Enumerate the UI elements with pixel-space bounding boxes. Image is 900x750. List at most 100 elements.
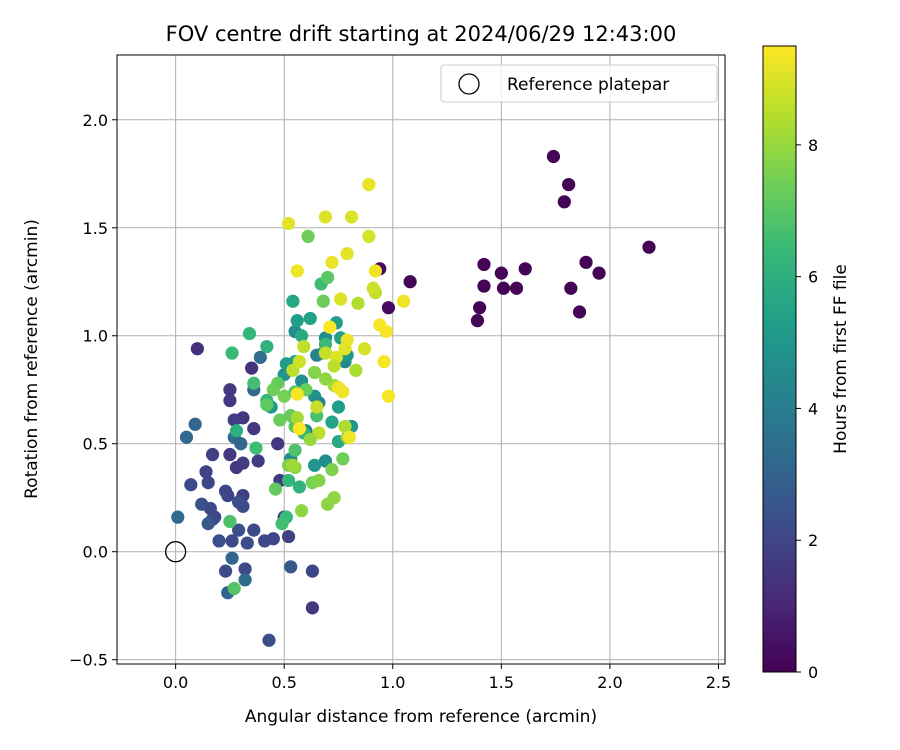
- data-point: [294, 329, 309, 343]
- data-point: [334, 292, 348, 306]
- data-point: [305, 564, 320, 578]
- data-point: [477, 279, 491, 293]
- data-point: [179, 430, 194, 444]
- data-point: [509, 281, 524, 295]
- data-point: [249, 441, 263, 455]
- data-point: [234, 437, 248, 451]
- data-point: [579, 255, 593, 269]
- data-point: [316, 294, 330, 308]
- data-point: [218, 564, 233, 578]
- data-point: [225, 534, 239, 548]
- data-point: [242, 326, 257, 341]
- data-point: [229, 460, 244, 475]
- data-point: [325, 255, 339, 269]
- colorbar-tick-label: 6: [808, 268, 818, 287]
- data-point: [366, 281, 380, 295]
- data-point: [238, 562, 252, 576]
- data-point: [305, 601, 320, 615]
- y-tick-label: 1.0: [83, 327, 108, 346]
- x-tick-label: 0.0: [163, 673, 188, 692]
- data-point: [310, 400, 324, 414]
- data-point: [338, 419, 352, 434]
- x-axis-ticks: 0.0 0.5 1.0 1.5 2.0 2.5: [163, 664, 731, 692]
- data-point: [592, 266, 606, 280]
- data-point: [290, 387, 304, 401]
- data-point: [294, 504, 309, 518]
- data-point: [205, 447, 220, 462]
- data-point: [321, 270, 335, 285]
- data-point: [199, 465, 213, 479]
- data-point: [286, 458, 300, 472]
- data-point: [212, 534, 226, 548]
- y-axis-label: Rotation from reference (arcmin): [22, 219, 42, 499]
- data-point: [223, 393, 237, 408]
- data-point: [184, 478, 198, 492]
- data-point: [642, 240, 656, 254]
- colorbar-label: Hours from first FF file: [831, 264, 851, 454]
- data-point: [325, 415, 339, 429]
- data-point: [327, 359, 341, 373]
- data-point: [342, 430, 356, 444]
- data-point: [225, 346, 239, 360]
- data-point: [325, 463, 339, 477]
- reference-platepar-marker: [164, 541, 187, 563]
- data-point: [557, 195, 571, 209]
- data-point: [290, 411, 304, 425]
- data-point: [281, 529, 296, 544]
- data-point: [312, 473, 326, 488]
- data-point: [277, 389, 291, 403]
- data-point: [308, 458, 322, 472]
- data-point: [338, 342, 352, 356]
- data-point: [362, 229, 376, 244]
- data-point: [171, 510, 185, 524]
- data-point: [247, 422, 261, 436]
- data-point: [470, 314, 485, 328]
- colorbar-tick-label: 2: [808, 531, 818, 550]
- data-point: [351, 296, 365, 310]
- data-point: [290, 314, 304, 328]
- data-point: [288, 443, 302, 457]
- data-point: [379, 324, 393, 339]
- colorbar-tick-label: 4: [808, 399, 818, 418]
- data-point: [251, 454, 265, 468]
- y-axis-ticks: −0.5 0.0 0.5 1.0 1.5 2.0: [69, 111, 117, 670]
- data-point: [494, 266, 508, 280]
- data-point: [268, 482, 283, 496]
- legend-entry-label: Reference platepar: [507, 75, 669, 95]
- legend-box: [440, 64, 718, 103]
- data-point: [225, 551, 239, 565]
- data-point: [223, 514, 237, 529]
- data-point: [284, 560, 298, 574]
- data-point: [336, 385, 350, 399]
- data-point: [275, 517, 289, 531]
- data-point: [292, 480, 306, 494]
- data-point: [297, 339, 311, 354]
- grid-lines: [117, 55, 725, 664]
- chart-title: FOV centre drift starting at 2024/06/29 …: [166, 22, 677, 46]
- data-point: [303, 432, 317, 447]
- data-point: [349, 363, 363, 377]
- data-point: [271, 437, 285, 451]
- data-point: [362, 177, 376, 192]
- data-point: [301, 229, 315, 244]
- data-point: [292, 422, 306, 436]
- legend: Reference platepar: [440, 64, 718, 103]
- x-tick-label: 2.0: [597, 673, 622, 692]
- data-point: [229, 424, 244, 438]
- data-point: [477, 257, 491, 272]
- data-point: [253, 350, 267, 364]
- data-point: [303, 311, 317, 326]
- data-point: [201, 517, 215, 531]
- data-point: [292, 355, 306, 369]
- data-point: [572, 305, 587, 319]
- data-point: [397, 294, 411, 308]
- data-point: [344, 210, 359, 224]
- x-tick-label: 0.5: [271, 673, 296, 692]
- data-point: [260, 398, 274, 412]
- data-point: [357, 342, 372, 356]
- data-point: [546, 149, 561, 164]
- data-point: [266, 532, 280, 546]
- data-point: [318, 372, 333, 386]
- x-tick-label: 1.0: [380, 673, 405, 692]
